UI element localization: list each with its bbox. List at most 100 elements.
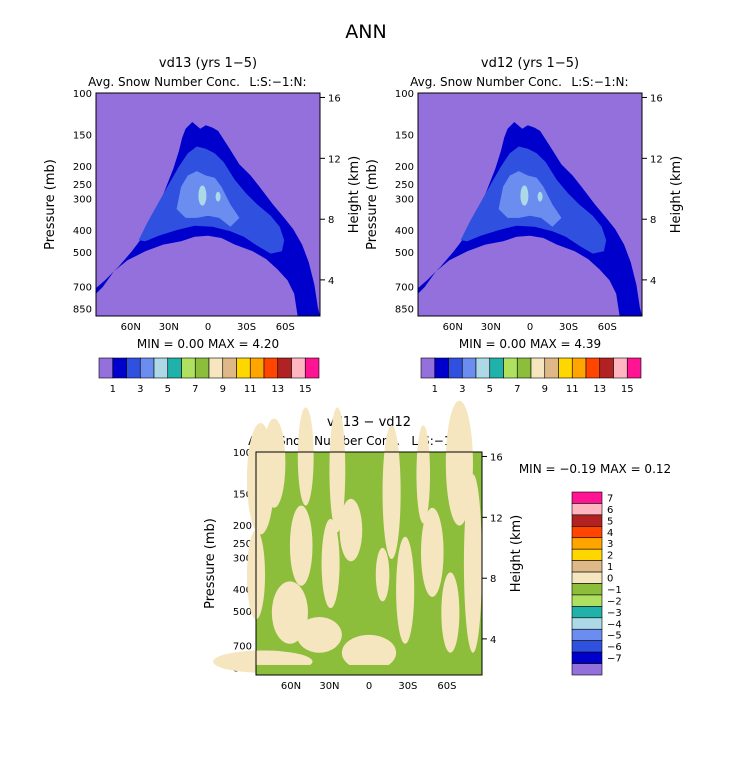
x-tick-label: 60S	[276, 322, 295, 333]
y2-tick-label: 12	[650, 154, 663, 165]
x-tick-label: 60N	[443, 322, 463, 333]
diff-level-0	[375, 547, 390, 602]
colorbar-swatch	[139, 357, 155, 379]
contour-level-5	[215, 191, 221, 202]
panel-subtitle: Avg. Snow Number Conc.	[88, 75, 240, 89]
y-tick-label: 150	[233, 490, 252, 501]
x-tick-label: 60S	[437, 681, 456, 692]
y-tick-label: 700	[73, 283, 92, 294]
diff-level-minus-1	[256, 664, 482, 674]
colorbar-label: −7	[607, 654, 622, 665]
colorbar-swatch	[599, 357, 614, 379]
diff-level-0	[339, 498, 363, 562]
colorbar-swatch	[626, 357, 642, 379]
colorbar-swatch	[304, 357, 320, 379]
panel-2: vd12 (yrs 1−5) Avg. Snow Number Conc. L:S:…	[365, 56, 684, 395]
colorbar-label: 9	[220, 384, 226, 395]
colorbar-swatch	[571, 491, 603, 504]
colorbar-swatch	[181, 357, 196, 379]
colorbar-swatch	[571, 560, 603, 573]
colorbar-label: 15	[621, 384, 634, 395]
y-tick-label: 700	[233, 642, 252, 653]
colorbar-swatch	[434, 357, 449, 379]
x-tick-label: 30S	[237, 322, 256, 333]
y2-tick-label: 4	[650, 276, 656, 287]
colorbar-label: 7	[514, 384, 520, 395]
x-tick-label: 0	[205, 322, 211, 333]
y-tick-label: 300	[73, 194, 92, 205]
colorbar-swatch	[571, 617, 603, 630]
colorbar-label: 13	[271, 384, 284, 395]
colorbar-swatch	[571, 503, 603, 516]
colorbar-swatch	[571, 571, 603, 584]
y-tick-label: 300	[233, 553, 252, 564]
diff-level-0	[289, 505, 313, 586]
contour-level-4	[498, 171, 562, 227]
contour-level-5	[537, 191, 543, 202]
y-tick-label: 500	[395, 248, 414, 259]
y2-tick-label: 8	[328, 215, 334, 226]
diff-level-0	[420, 507, 444, 597]
colorbar-swatch	[530, 357, 546, 379]
y2-tick-label: 4	[328, 276, 334, 287]
colorbar-swatch	[153, 357, 169, 379]
colorbar-swatch	[571, 628, 603, 641]
colorbar-swatch	[571, 537, 603, 550]
colorbar-label: 4	[607, 528, 613, 539]
y-tick-label: 850	[73, 304, 92, 315]
colorbar-label: 7	[607, 493, 613, 504]
x-tick-label: 60N	[281, 681, 301, 692]
y-tick-label: 250	[73, 180, 92, 191]
y-tick-label: 100	[395, 89, 414, 100]
colorbar-swatch	[571, 548, 603, 561]
diff-level-0	[262, 418, 286, 508]
page-title: ANN	[345, 21, 386, 43]
y-tick-label: 250	[233, 539, 252, 550]
y-tick-label: 100	[233, 448, 252, 459]
diff-level-0	[445, 400, 473, 526]
x-tick-label: 30S	[559, 322, 578, 333]
y2-axis-label: Height (km)	[347, 156, 362, 233]
colorbar-swatch	[613, 357, 628, 379]
min-max-stat: MIN = −0.19 MAX = 0.12	[519, 462, 671, 476]
y-tick-label: 400	[395, 226, 414, 237]
panel-title: vd13 (yrs 1−5)	[159, 56, 257, 71]
colorbar-label: 5	[487, 384, 493, 395]
colorbar-label: 5	[165, 384, 171, 395]
colorbar-swatch	[503, 357, 518, 379]
colorbar-swatch	[571, 514, 603, 527]
colorbar-swatch	[167, 357, 182, 379]
colorbar-swatch	[249, 357, 265, 379]
diff-level-0	[396, 536, 415, 644]
y-tick-label: 200	[395, 162, 414, 173]
y-tick-label: 200	[233, 521, 252, 532]
colorbar-label: −5	[607, 631, 622, 642]
colorbar-label: 0	[607, 574, 613, 585]
min-max-stat: MIN = 0.00 MAX = 4.20	[137, 337, 279, 351]
diff-level-0	[321, 518, 340, 609]
y-axis-label: Pressure (mb)	[365, 159, 380, 250]
colorbar-swatch	[516, 357, 532, 379]
colorbar-label: 2	[607, 551, 613, 562]
colorbar-swatch	[208, 357, 224, 379]
x-tick-label: 30S	[398, 681, 417, 692]
contour-level-5	[520, 185, 529, 206]
colorbar-label: −3	[607, 608, 622, 619]
colorbar-swatch	[98, 357, 114, 379]
x-tick-label: 60S	[598, 322, 617, 333]
panel-subtitle: Avg. Snow Number Conc.	[410, 75, 562, 89]
colorbar-label: 13	[593, 384, 606, 395]
y-tick-label: 400	[233, 585, 252, 596]
diff-level-0	[441, 572, 460, 653]
panel-subtitle: Avg. Snow Number Conc.	[248, 434, 400, 448]
diff-level-0	[463, 474, 482, 653]
colorbar-swatch	[194, 357, 210, 379]
x-tick-label: 30N	[319, 681, 339, 692]
y-tick-label: 700	[395, 283, 414, 294]
colorbar-label: 15	[299, 384, 312, 395]
colorbar-label: 7	[192, 384, 198, 395]
colorbar-swatch	[585, 357, 601, 379]
colorbar-label: −6	[607, 642, 622, 653]
